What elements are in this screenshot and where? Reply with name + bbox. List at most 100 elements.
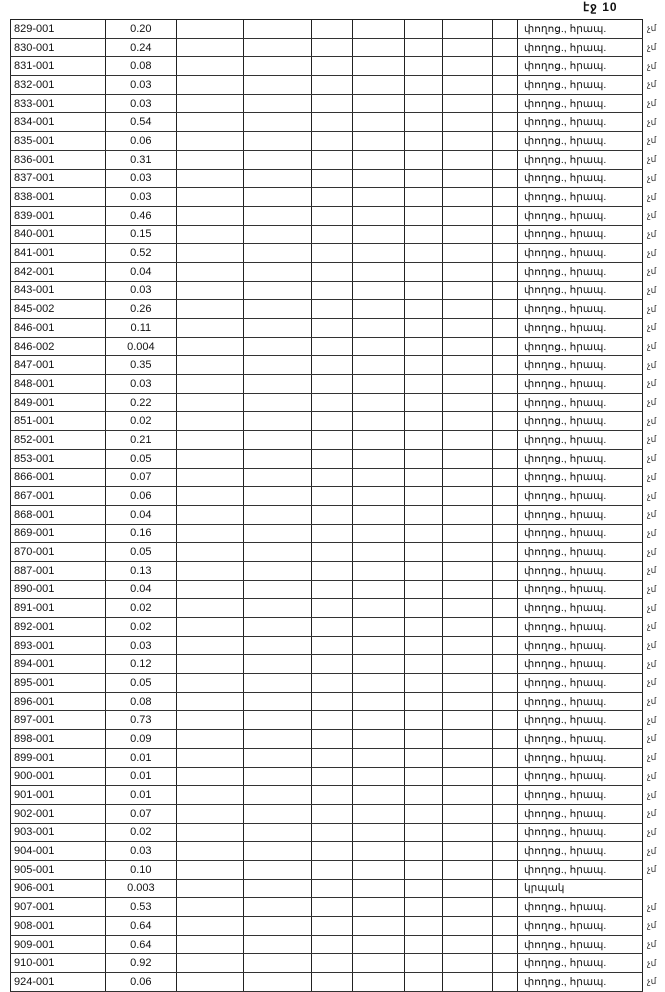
empty-cell [310, 710, 353, 731]
margin-mark: չմ [646, 434, 657, 445]
land-use-cell: փողոց., հրապ. [517, 804, 643, 824]
empty-cell [310, 617, 353, 637]
land-use-cell: փողոց., հրապ. [517, 580, 643, 600]
parcel-id-cell: 833-001 [10, 94, 106, 114]
table-row: 846-001 0.11 փողոց., հրապ. չմ [10, 318, 665, 338]
empty-cell [242, 38, 311, 58]
table-row: 908-001 0.64 փողոց., հրապ. չմ [10, 916, 665, 936]
empty-cell [242, 337, 311, 357]
empty-cell [175, 150, 244, 170]
parcel-id-cell: 842-001 [10, 262, 106, 282]
margin-mark: չմ [646, 116, 657, 127]
empty-cell [492, 486, 518, 506]
empty-cell [352, 206, 405, 226]
area-cell: 0.21 [104, 430, 177, 450]
empty-cell [310, 785, 353, 805]
empty-cell [175, 561, 244, 581]
empty-cell [404, 505, 443, 525]
margin-mark: չմ [646, 378, 657, 389]
empty-cell [492, 374, 518, 394]
table-row: 892-001 0.02 փողոց., հրապ. չմ [10, 617, 665, 637]
empty-cell [175, 953, 244, 974]
empty-cell [242, 617, 311, 637]
land-use-cell: փողոց., հրապ. [517, 94, 643, 114]
empty-cell [404, 393, 443, 413]
margin-mark: չմ [646, 770, 657, 781]
area-cell: 0.03 [104, 281, 177, 301]
margin-mark: չմ [646, 303, 657, 314]
empty-cell [442, 561, 493, 581]
land-use-cell: փողոց., հրապ. [517, 561, 643, 581]
land-use-cell: փողոց., հրապ. [517, 318, 643, 338]
empty-cell [352, 355, 405, 376]
empty-cell [404, 561, 443, 581]
empty-cell [242, 654, 311, 675]
table-row: 890-001 0.04 փողոց., հրապ. չմ [10, 580, 665, 600]
empty-cell [310, 636, 353, 656]
table-row: 902-001 0.07 փողոց., հրապ. չմ [10, 804, 665, 824]
parcel-id-cell: 909-001 [10, 935, 106, 955]
empty-cell [352, 897, 405, 917]
empty-cell [442, 729, 493, 749]
parcel-id-cell: 869-001 [10, 524, 106, 544]
margin-mark: չմ [646, 901, 657, 912]
margin-mark: չմ [646, 696, 657, 707]
empty-cell [352, 262, 405, 282]
empty-cell [175, 262, 244, 282]
empty-cell [492, 150, 518, 170]
parcel-id-cell: 900-001 [10, 767, 106, 787]
empty-cell [404, 953, 443, 974]
empty-cell [352, 636, 405, 656]
empty-cell [310, 187, 353, 207]
empty-cell [352, 449, 405, 469]
area-cell: 0.03 [104, 75, 177, 95]
area-cell: 0.01 [104, 767, 177, 787]
table-row: 924-001 0.06 փողոց., հրապ. չմ [10, 972, 665, 992]
page-number: էջ 10 [583, 0, 618, 14]
parcel-id-cell: 901-001 [10, 785, 106, 805]
empty-cell [310, 897, 353, 917]
empty-cell [492, 169, 518, 189]
empty-cell [404, 411, 443, 432]
empty-cell [310, 243, 353, 263]
empty-cell [352, 823, 405, 843]
table-row: 830-001 0.24 փողոց., հրապ. չմ [10, 38, 665, 58]
empty-cell [492, 804, 518, 824]
empty-cell [442, 56, 493, 77]
land-use-cell: փողոց., հրապ. [517, 636, 643, 656]
margin-mark: չմ [646, 341, 657, 352]
land-use-cell: փողոց., հրապ. [517, 243, 643, 263]
parcel-id-cell: 851-001 [10, 411, 106, 432]
empty-cell [442, 112, 493, 133]
land-use-cell: փողոց., հրապ. [517, 524, 643, 544]
margin-mark: չմ [646, 359, 657, 370]
empty-cell [404, 449, 443, 469]
margin-mark: չմ [646, 864, 657, 875]
empty-cell [175, 318, 244, 338]
land-use-cell: փողոց., հրապ. [517, 486, 643, 506]
land-use-cell: փողոց., հրապ. [517, 56, 643, 77]
table-row: 849-001 0.22 փողոց., հրապ. չմ [10, 393, 665, 413]
margin-mark: չմ [646, 976, 657, 987]
empty-cell [310, 449, 353, 469]
empty-cell [492, 243, 518, 263]
empty-cell [175, 916, 244, 936]
empty-cell [310, 748, 353, 768]
area-cell: 0.24 [104, 38, 177, 58]
empty-cell [442, 75, 493, 95]
land-use-cell: փողոց., հրապ. [517, 262, 643, 282]
empty-cell [404, 187, 443, 207]
empty-cell [175, 206, 244, 226]
empty-cell [492, 767, 518, 787]
empty-cell [442, 879, 493, 899]
table-row: 891-001 0.02 փողոց., հրապ. չմ [10, 598, 665, 618]
empty-cell [242, 430, 311, 450]
empty-cell [352, 225, 405, 245]
area-cell: 0.02 [104, 823, 177, 843]
area-cell: 0.04 [104, 580, 177, 600]
empty-cell [310, 505, 353, 525]
empty-cell [175, 131, 244, 151]
empty-cell [442, 935, 493, 955]
empty-cell [404, 337, 443, 357]
table-row: 887-001 0.13 փողոց., հրապ. չմ [10, 561, 665, 581]
